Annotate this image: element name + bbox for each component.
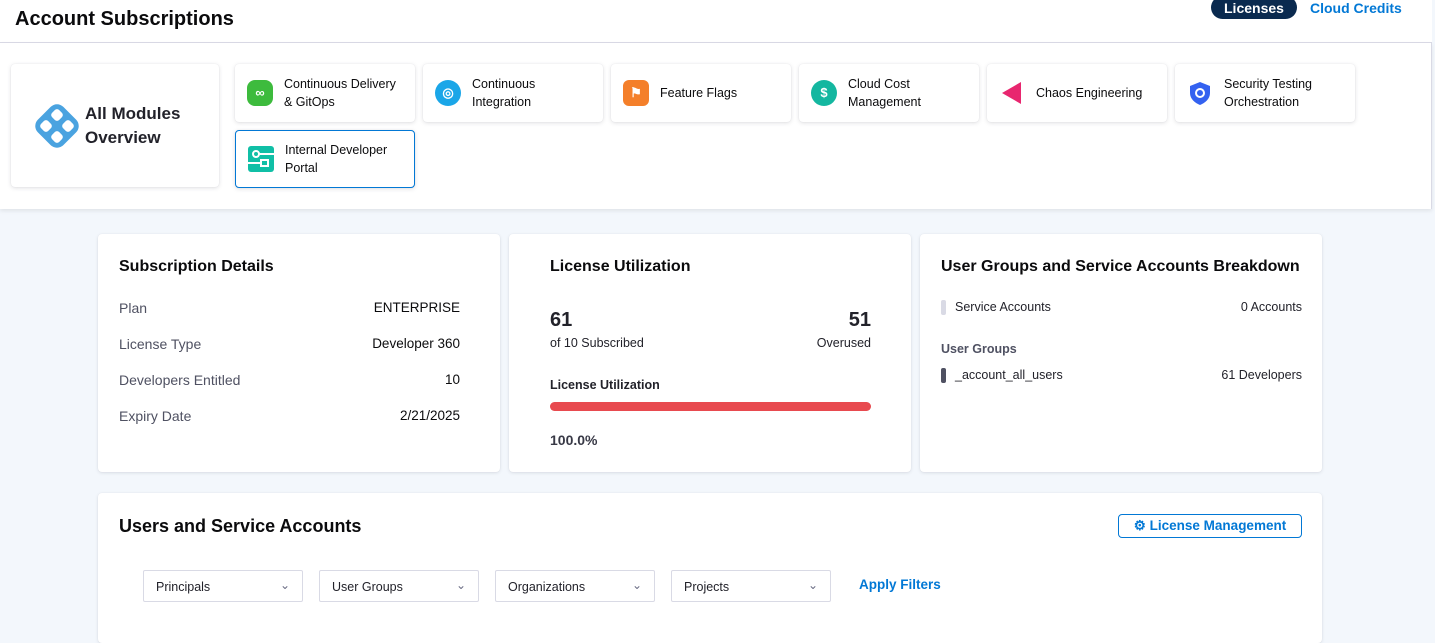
tile-label: All Modules [85,103,181,123]
detail-label: Expiry Date [119,408,192,424]
module-tile-chaos[interactable]: Chaos Engineering [987,64,1167,122]
flag-icon: ⚑ [623,80,649,106]
license-utilization-card: License Utilization 61 of 10 Subscribed … [509,234,911,472]
tile-label: Chaos Engineering [1036,86,1143,100]
license-management-button[interactable]: ⚙ License Management [1118,514,1302,538]
breakdown-card: User Groups and Service Accounts Breakdo… [920,234,1322,472]
groups-heading: User Groups [941,342,1017,356]
detail-value: 2/21/2025 [399,408,460,423]
gear-icon: ⚙ [1133,518,1146,533]
page-header: Account Subscriptions Licenses Cloud Cre… [0,0,1432,43]
detail-row: Plan ENTERPRISE [119,300,460,316]
tab-cloud-credits[interactable]: Cloud Credits [1310,0,1402,16]
detail-label: Developers Entitled [119,372,241,388]
principals-dropdown[interactable]: Principals ⌄ [143,570,303,602]
legend-swatch [941,300,946,316]
tab-licenses[interactable]: Licenses [1211,0,1297,19]
detail-row: Expiry Date 2/21/2025 [119,408,460,424]
organizations-dropdown[interactable]: Organizations ⌄ [495,570,655,602]
chaos-icon [1002,82,1021,104]
shield-icon [1190,82,1210,105]
tile-label: Cloud Cost [848,77,910,91]
overused-count: 51 [848,309,871,331]
all-modules-overview-tile[interactable]: All Modules Overview [11,64,219,187]
button-label: License Management [1149,518,1287,533]
detail-row: Developers Entitled 10 [119,372,460,388]
group-row: _account_all_users 61 Developers [941,368,1302,384]
tile-label: Integration [472,95,532,109]
chevron-down-icon: ⌄ [455,578,466,592]
module-tile-ci[interactable]: ◎ Continuous Integration [423,64,603,122]
cloud-cost-icon: $ [811,80,837,106]
service-value: 0 Accounts [1240,300,1302,314]
detail-label: Plan [119,300,148,316]
idp-icon [248,146,274,172]
service-accounts-row: Service Accounts 0 Accounts [941,300,1302,316]
used-label: of 10 Subscribed [550,336,644,350]
group-name: _account_all_users [955,368,1063,382]
service-label: Service Accounts [955,300,1051,314]
used-count: 61 [550,309,573,331]
detail-value: Developer 360 [372,336,460,351]
card-title: License Utilization [550,258,691,275]
detail-value: ENTERPRISE [373,300,460,315]
card-title: Subscription Details [119,258,274,275]
cd-icon: ∞ [247,80,273,106]
module-tile-cd[interactable]: ∞ Continuous Delivery & GitOps [235,64,415,122]
dropdown-label: Organizations [508,580,586,594]
legend-swatch [941,368,946,384]
tile-label: Continuous Delivery [284,77,396,91]
user-groups-dropdown[interactable]: User Groups ⌄ [319,570,479,602]
module-selector: All Modules Overview ∞ Continuous Delivery… [0,43,1432,209]
utilization-percent: 100.0% [550,432,598,448]
module-tile-ff[interactable]: ⚑ Feature Flags [611,64,791,122]
tile-label: Overview [85,127,161,147]
detail-label: License Type [119,336,202,352]
users-card: Users and Service Accounts ⚙ License Man… [98,493,1322,643]
tile-label: Management [848,95,921,109]
tile-label: & GitOps [284,95,335,109]
bar-label: License Utilization [550,378,660,392]
module-tile-ccm[interactable]: $ Cloud Cost Management [799,64,979,122]
module-tile-idp[interactable]: Internal Developer Portal [235,130,415,188]
tile-label: Continuous [472,77,536,91]
detail-row: License Type Developer 360 [119,336,460,352]
subscription-details-card: Subscription Details Plan ENTERPRISE Lice… [98,234,500,472]
utilization-bar [550,402,871,411]
ci-icon: ◎ [435,80,461,106]
page-title: Account Subscriptions [15,8,234,30]
tile-label: Internal Developer [285,143,388,157]
tile-label: Security Testing [1224,77,1313,91]
dropdown-label: Projects [684,580,730,594]
detail-value: 10 [444,372,460,387]
group-value: 61 Developers [1221,368,1302,382]
chevron-down-icon: ⌄ [807,578,818,592]
apply-filters-link[interactable]: Apply Filters [859,577,941,592]
overused-label: Overused [816,336,871,350]
harness-logo-icon [35,103,79,148]
tile-label: Feature Flags [660,86,738,100]
tile-label: Portal [285,161,318,175]
chevron-down-icon: ⌄ [279,578,290,592]
projects-dropdown[interactable]: Projects ⌄ [671,570,831,602]
utilization-bar-fill [550,402,871,411]
chevron-down-icon: ⌄ [631,578,642,592]
card-title: User Groups and Service Accounts Breakdo… [941,258,1300,275]
dropdown-label: Principals [156,580,211,594]
card-title: Users and Service Accounts [119,516,362,536]
module-tile-sto[interactable]: Security Testing Orchestration [1175,64,1355,122]
tile-label: Orchestration [1224,95,1300,109]
dropdown-label: User Groups [332,580,403,594]
